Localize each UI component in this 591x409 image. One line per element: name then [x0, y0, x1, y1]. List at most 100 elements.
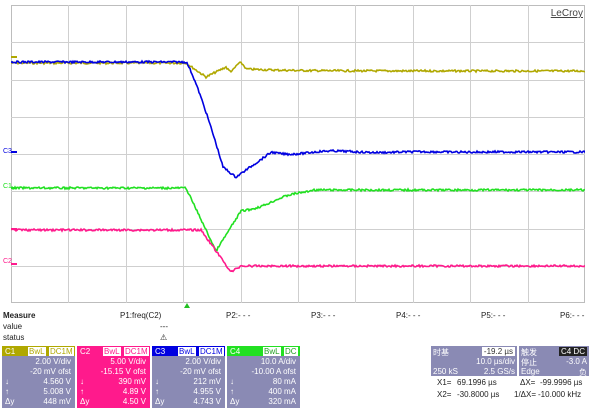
channel-name: C1 — [5, 347, 16, 356]
channel-body-c3: 2.00 V/div -20 mV ofst ↓ 212 mV ↑ 4.955 … — [152, 356, 225, 408]
channel-vdiv: 2.00 V/div — [185, 357, 221, 366]
trigger-slope: 负 — [579, 368, 587, 377]
cursor-inv-value: -10.000 kHz — [538, 390, 582, 399]
trace-c2 — [11, 227, 585, 273]
channel-delta: 4.743 V — [193, 397, 221, 406]
trigger-mode: 停止 — [521, 358, 537, 367]
max-icon: ↑ — [80, 387, 84, 396]
bwl-badge: BwL — [178, 347, 196, 356]
channel-box-c4[interactable]: C4 BwL DC 10.0 A/div -10.00 A ofst ↓ 80 … — [227, 346, 300, 408]
trace-label-c3: C3 — [3, 148, 12, 155]
trace-c4 — [11, 185, 585, 252]
channel-header-c2: C2 BwL DC1M — [77, 346, 150, 356]
cursor-x2-value: -30.8000 µs — [457, 390, 500, 399]
trace-c1 — [11, 60, 585, 80]
cursor-dx-value: -99.9996 µs — [540, 378, 583, 387]
measure-row-status: status — [3, 333, 25, 342]
max-icon: ↑ — [5, 387, 9, 396]
warning-icon: ⚠ — [160, 333, 168, 342]
delta-icon: Δy — [230, 397, 240, 406]
channel-header-c3: C3 BwL DC1M — [152, 346, 225, 356]
trigger-level: -3.0 A — [566, 357, 587, 366]
measure-p1[interactable]: P1:freq(C2) — [120, 311, 162, 320]
measure-p5[interactable]: P5:- - - — [481, 311, 506, 320]
cursor-dx-label: ΔX= — [520, 378, 536, 387]
min-icon: ↓ — [155, 377, 159, 386]
measure-row-value: value — [3, 322, 23, 331]
channel-name: C4 — [230, 347, 241, 356]
coupling-badge: DC1M — [124, 347, 149, 356]
channel-header-c1: C1 BwL DC1M — [2, 346, 75, 356]
trace-c3 — [11, 59, 585, 179]
channel-max: 400 mA — [268, 387, 296, 396]
max-icon: ↑ — [155, 387, 159, 396]
timebase-label: 时基 — [433, 348, 449, 357]
channel-box-c3[interactable]: C3 BwL DC1M 2.00 V/div -20 mV ofst ↓ 212… — [152, 346, 225, 408]
channel-body-c2: 5.00 V/div -15.15 V ofst ↓ 390 mV ↑ 4.89… — [77, 356, 150, 408]
delta-icon: Δy — [155, 397, 165, 406]
channel-min: 212 mV — [193, 377, 221, 386]
channel-header-c4: C4 BwL DC — [227, 346, 300, 356]
channel-body-c1: 2.00 V/div -20 mV ofst ↓ 4.560 V ↑ 5.008… — [2, 356, 75, 408]
min-icon: ↓ — [230, 377, 234, 386]
brand-logo: LeCroy — [550, 8, 583, 19]
trigger-position-marker[interactable] — [184, 303, 190, 308]
trigger-type: Edge — [521, 367, 540, 376]
channel-delta: 4.50 V — [122, 397, 146, 406]
channel-box-c2[interactable]: C2 BwL DC1M 5.00 V/div -15.15 V ofst ↓ 3… — [77, 346, 150, 408]
channel-offset: -20 mV ofst — [180, 367, 221, 376]
measure-p4[interactable]: P4:- - - — [396, 311, 421, 320]
trace-label-c2: C2 — [3, 258, 12, 265]
channel-name: C2 — [80, 347, 91, 356]
channel-name: C3 — [155, 347, 166, 356]
min-icon: ↓ — [80, 377, 84, 386]
delta-icon: Δy — [5, 397, 15, 406]
measure-p1-value: --- — [160, 322, 168, 331]
channel-offset: -15.15 V ofst — [100, 367, 146, 376]
trace-label-c1: C1 — [3, 183, 12, 190]
delta-icon: Δy — [80, 397, 90, 406]
channel-offset: -20 mV ofst — [30, 367, 71, 376]
channel-body-c4: 10.0 A/div -10.00 A ofst ↓ 80 mA ↑ 400 m… — [227, 356, 300, 408]
channel-offset: -10.00 A ofst — [251, 367, 296, 376]
timebase-tdiv: 10.0 µs/div — [476, 357, 515, 366]
waveform-plot — [11, 5, 585, 303]
measure-p6[interactable]: P6:- - - — [560, 311, 585, 320]
trigger-label: 触发 — [521, 348, 537, 357]
bwl-badge: BwL — [103, 347, 121, 356]
timebase-samples: 250 kS — [433, 367, 458, 376]
cursor-x1-value: 69.1996 µs — [457, 378, 497, 387]
channel-max: 4.89 V — [122, 387, 146, 396]
cursor-x2-label: X2= — [437, 390, 452, 399]
min-icon: ↓ — [5, 377, 9, 386]
cursor-x1-label: X1= — [437, 378, 452, 387]
max-icon: ↑ — [230, 387, 234, 396]
timebase-delay: -19.2 µs — [481, 347, 515, 356]
waveform-display[interactable] — [11, 5, 585, 303]
channel-min: 390 mV — [118, 377, 146, 386]
bwl-badge: BwL — [28, 347, 46, 356]
measure-title: Measure — [3, 311, 36, 320]
channel-delta: 320 mA — [268, 397, 296, 406]
channel-vdiv: 10.0 A/div — [260, 357, 296, 366]
channel-min: 4.560 V — [43, 377, 71, 386]
cursor-inv-label: 1/ΔX= — [514, 390, 537, 399]
channel-box-c1[interactable]: C1 BwL DC1M 2.00 V/div -20 mV ofst ↓ 4.5… — [2, 346, 75, 408]
measure-p3[interactable]: P3:- - - — [311, 311, 336, 320]
channel-vdiv: 5.00 V/div — [110, 357, 146, 366]
cursor-readout: X1= 69.1996 µs ΔX= -99.9996 µs X2= -30.8… — [431, 378, 589, 406]
bwl-badge: BwL — [263, 347, 281, 356]
trigger-source: C4 DC — [558, 347, 587, 356]
trigger-box[interactable]: 触发 C4 DC 停止 -3.0 A Edge 负 — [519, 346, 589, 377]
coupling-badge: DC1M — [199, 347, 224, 356]
timebase-box[interactable]: 时基 -19.2 µs 10.0 µs/div 250 kS 2.5 GS/s — [431, 346, 517, 376]
coupling-badge: DC1M — [49, 347, 74, 356]
channel-min: 80 mA — [272, 377, 296, 386]
channel-vdiv: 2.00 V/div — [35, 357, 71, 366]
channel-max: 5.008 V — [43, 387, 71, 396]
channel-delta: 448 mV — [43, 397, 71, 406]
timebase-rate: 2.5 GS/s — [483, 367, 515, 376]
measure-p2[interactable]: P2:- - - — [226, 311, 251, 320]
channel-max: 4.955 V — [193, 387, 221, 396]
